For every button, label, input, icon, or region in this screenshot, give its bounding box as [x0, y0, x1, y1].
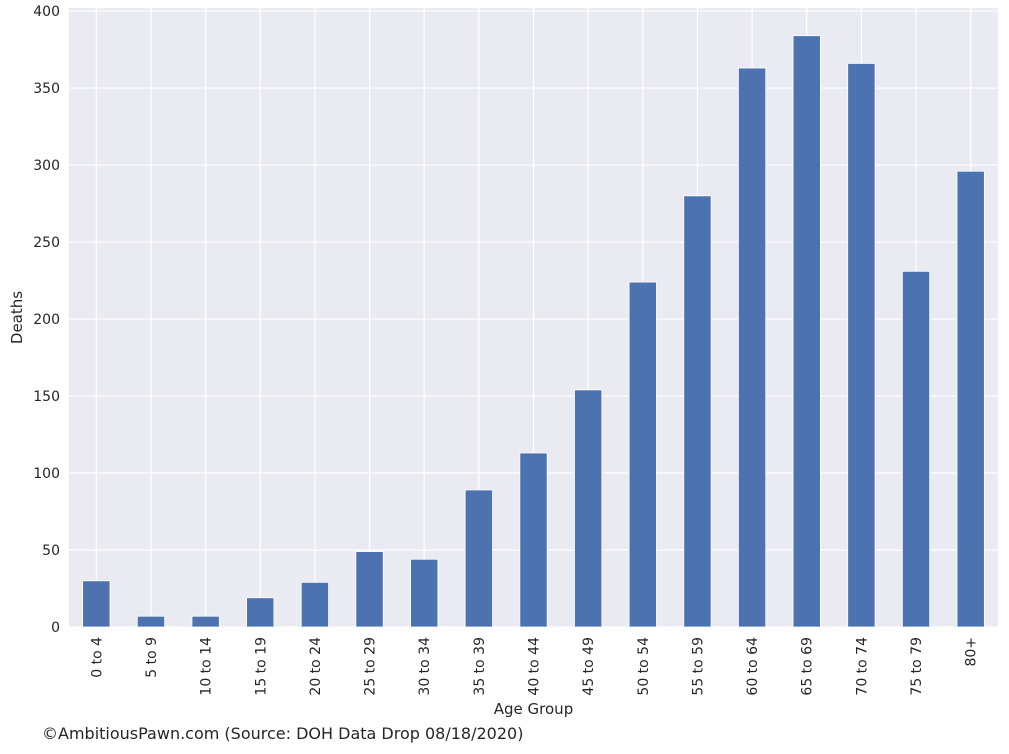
y-axis-label: Deaths [8, 291, 26, 344]
x-tick-label: 80+ [964, 637, 980, 667]
y-tick-label: 400 [33, 4, 60, 20]
x-tick-label: 10 to 14 [199, 637, 215, 696]
y-tick-label: 200 [33, 312, 60, 328]
x-axis-label: Age Group [494, 700, 573, 718]
x-tick-label: 65 to 69 [800, 637, 816, 696]
x-tick-label: 50 to 54 [636, 637, 652, 696]
x-tick-label: 70 to 74 [854, 637, 870, 696]
bar-45-to-49 [574, 389, 603, 628]
x-tick-label: 45 to 49 [581, 637, 597, 696]
x-tick-label: 75 to 79 [909, 637, 925, 696]
bar-60-to-64 [738, 67, 767, 628]
y-axis-ticks: 0 50 100 150 200 250 300 350 400 [33, 4, 60, 636]
bar-15-to-19 [246, 597, 275, 628]
bar-20-to-24 [300, 581, 329, 628]
y-tick-label: 250 [33, 235, 60, 251]
x-axis-ticks: 0 to 4 5 to 9 10 to 14 15 to 19 20 to 24 25 t… [89, 637, 979, 696]
bar-50-to-54 [628, 281, 657, 628]
bar-30-to-34 [410, 558, 439, 628]
bar-0-to-4 [82, 580, 111, 628]
source-credit: ©AmbitiousPawn.com (Source: DOH Data Dro… [42, 724, 524, 743]
x-tick-label: 55 to 59 [690, 637, 706, 696]
x-tick-label: 60 to 64 [745, 637, 761, 696]
y-tick-label: 0 [51, 620, 60, 636]
x-tick-label: 15 to 19 [253, 637, 269, 696]
x-tick-label: 40 to 44 [527, 637, 543, 696]
y-tick-label: 150 [33, 389, 60, 405]
x-tick-label: 20 to 24 [308, 637, 324, 696]
y-tick-label: 100 [33, 466, 60, 482]
bar-65-to-69 [792, 35, 821, 628]
x-tick-label: 35 to 39 [472, 637, 488, 696]
bar-35-to-39 [464, 489, 493, 628]
x-tick-label: 30 to 34 [417, 637, 433, 696]
bar-25-to-29 [355, 551, 384, 628]
bar-5-to-9 [136, 615, 166, 628]
bar-40-to-44 [519, 452, 548, 628]
y-tick-label: 350 [33, 81, 60, 97]
bars [82, 35, 985, 628]
x-tick-label: 5 to 9 [144, 637, 160, 678]
x-tick-label: 0 to 4 [89, 637, 105, 678]
bar-80plus [956, 170, 985, 628]
bar-55-to-59 [683, 195, 712, 628]
y-tick-label: 50 [42, 543, 60, 559]
bar-70-to-74 [847, 63, 876, 628]
x-tick-label: 25 to 29 [363, 637, 379, 696]
bar-75-to-79 [901, 270, 931, 628]
bar-10-to-14 [191, 615, 220, 628]
y-tick-label: 300 [33, 158, 60, 174]
